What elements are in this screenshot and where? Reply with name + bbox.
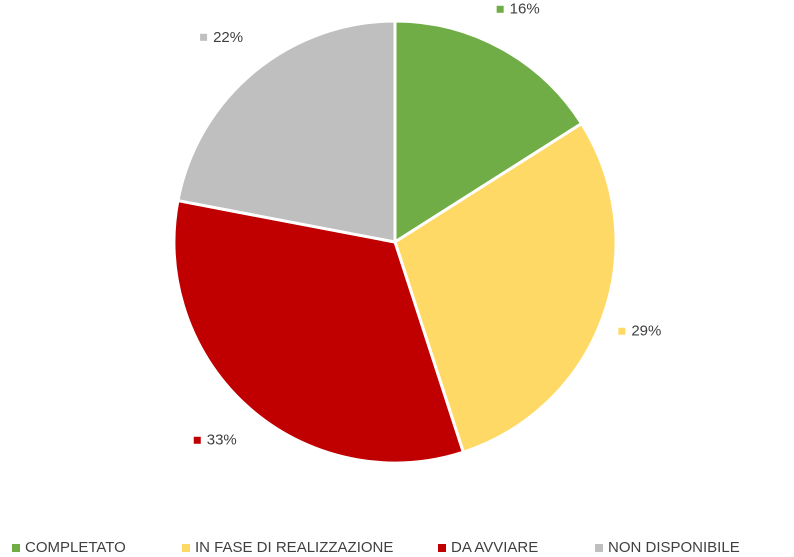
legend-marker: [182, 544, 190, 552]
pie-slice: [393, 122, 618, 454]
legend-marker: [12, 544, 20, 552]
data-label-marker: [193, 436, 201, 444]
data-label-marker: [200, 33, 208, 41]
legend-marker: [595, 544, 603, 552]
data-label-marker: [618, 327, 626, 335]
data-label: 33%: [207, 432, 237, 449]
legend-label: IN FASE DI REALIZZAZIONE: [195, 539, 393, 556]
data-label-marker: [496, 5, 504, 13]
data-label: 16%: [510, 1, 540, 18]
legend-marker: [438, 544, 446, 552]
pie-slice: [393, 19, 584, 244]
legend-label: DA AVVIARE: [451, 539, 538, 556]
pie-slice: [172, 199, 465, 465]
data-label: 22%: [213, 29, 243, 46]
data-label: 29%: [631, 323, 661, 340]
legend-label: NON DISPONIBILE: [608, 539, 740, 556]
legend-label: COMPLETATO: [25, 539, 126, 556]
pie-slice: [176, 19, 397, 244]
